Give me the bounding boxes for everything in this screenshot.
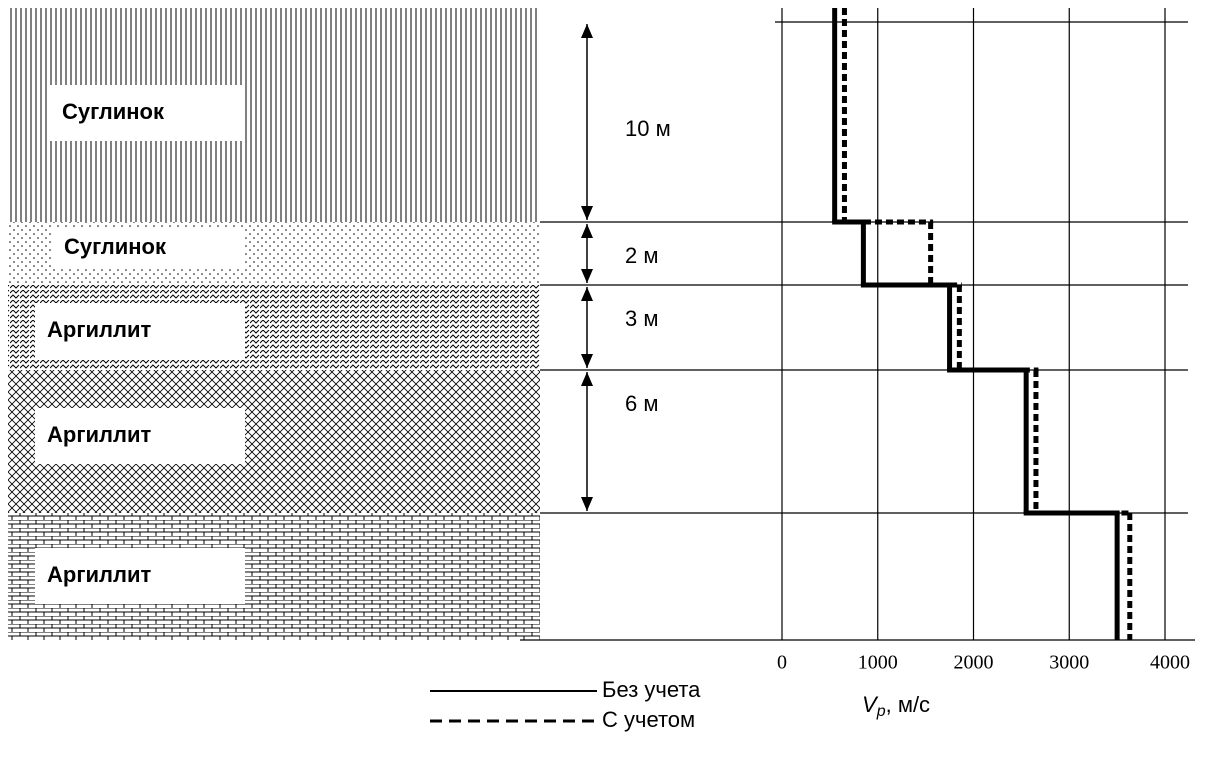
axis-symbol: V: [862, 692, 879, 717]
thickness-label: 2 м: [625, 243, 658, 268]
layer-label: Аргиллит: [47, 422, 151, 447]
label-box: [35, 548, 245, 604]
label-box: [35, 408, 245, 464]
thickness-label: 10 м: [625, 116, 671, 141]
layer-label: Суглинок: [62, 99, 165, 124]
legend-label: С учетом: [602, 707, 695, 732]
axis-subscript: p: [876, 703, 886, 720]
x-axis-label: Vp, м/с: [862, 692, 930, 720]
axis-unit: , м/с: [886, 692, 930, 717]
thickness-label: 6 м: [625, 391, 658, 416]
arrow-head: [581, 224, 593, 283]
arrow-head: [581, 372, 593, 511]
x-tick-label: 0: [777, 652, 787, 674]
thickness-label: 3 м: [625, 306, 658, 331]
legend: Без учета С учетом: [430, 677, 701, 732]
layer-label: Суглинок: [64, 234, 167, 259]
legend-label: Без учета: [602, 677, 701, 702]
label-box: [52, 228, 245, 268]
x-tick-label: 3000: [1049, 652, 1089, 674]
label-box: [50, 85, 245, 141]
layer-label: Аргиллит: [47, 317, 151, 342]
label-box: [35, 303, 245, 359]
x-tick-label: 1000: [858, 652, 898, 674]
layer-label: Аргиллит: [47, 562, 151, 587]
x-tick-label: 4000: [1150, 652, 1190, 674]
x-tick-label: 2000: [954, 652, 994, 674]
